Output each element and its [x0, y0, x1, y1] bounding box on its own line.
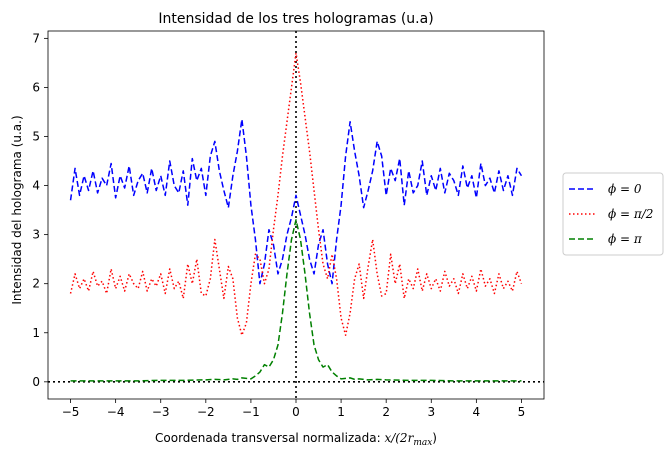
legend: ϕ = 0 ϕ = π/2 ϕ = π	[562, 172, 664, 256]
x-tick-label: 4	[473, 405, 481, 419]
x-axis-label-subscript: max	[413, 438, 432, 448]
x-axis-label-text: Coordenada transversal normalizada:	[155, 431, 384, 445]
y-tick-label: 0	[32, 375, 40, 389]
legend-label-0: ϕ = 0	[608, 182, 642, 196]
x-tick-label: −5	[62, 405, 80, 419]
x-tick-label: −1	[242, 405, 260, 419]
x-tick-label: −3	[152, 405, 170, 419]
y-tick-label: 5	[32, 129, 40, 143]
y-tick-label: 6	[32, 80, 40, 94]
y-tick-label: 3	[32, 228, 40, 242]
legend-label-2: ϕ = π	[608, 232, 643, 246]
x-tick-label: 0	[292, 405, 300, 419]
chart-title: Intensidad de los tres hologramas (u.a)	[158, 11, 433, 27]
legend-box	[562, 172, 664, 256]
y-tick-label: 7	[32, 31, 40, 45]
x-tick-label: 1	[337, 405, 345, 419]
plot-area: −5 −4 −3 −2 −1 0 1 2 3 4 5 0 1 2 3 4 5 6 7	[32, 30, 545, 419]
x-axis-label-math: x/(2r	[384, 431, 414, 445]
y-tick-label: 1	[32, 326, 40, 340]
x-tick-label: 3	[427, 405, 435, 419]
series-line-2	[70, 219, 522, 382]
y-tick-label: 2	[32, 277, 40, 291]
legend-label-1: ϕ = π/2	[608, 207, 653, 221]
x-axis-label: Coordenada transversal normalizada: x/(2…	[155, 431, 437, 448]
y-axis-label: Intensidad del holograma (u.a.)	[10, 115, 24, 304]
x-tick-label: −2	[197, 405, 215, 419]
x-tick-label: 2	[382, 405, 390, 419]
y-tick-label: 4	[32, 179, 40, 193]
x-axis-label-close: )	[432, 431, 437, 445]
x-tick-label: 5	[518, 405, 526, 419]
x-tick-label: −4	[107, 405, 125, 419]
series-line-0	[69, 118, 523, 285]
